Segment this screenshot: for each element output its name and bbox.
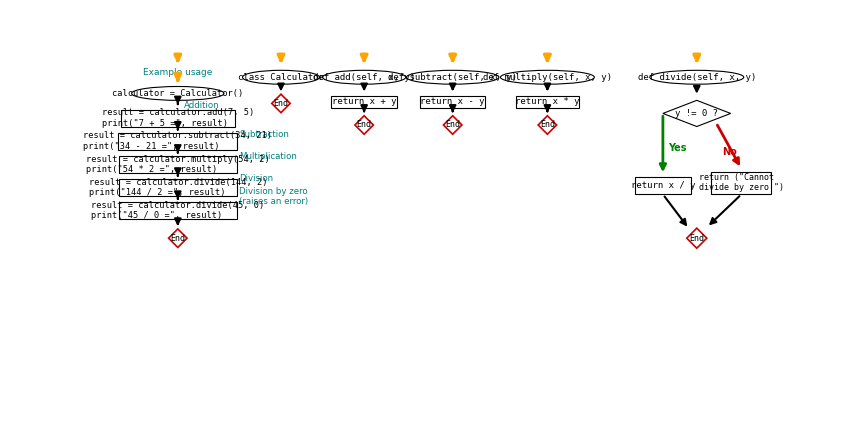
Text: result = calculator.divide(45, 0)
print("45 / 0 =", result): result = calculator.divide(45, 0) print(… — [91, 201, 264, 220]
Text: result = calculator.divide(144, 2)
print("144 / 2 =", result): result = calculator.divide(144, 2) print… — [89, 178, 267, 197]
Polygon shape — [444, 116, 462, 134]
Polygon shape — [663, 100, 731, 127]
Text: result = calculator.multiply(54, 2)
print("54 * 2 =", result): result = calculator.multiply(54, 2) prin… — [86, 155, 269, 174]
FancyBboxPatch shape — [118, 202, 237, 219]
Text: result = calculator.add(7, 5)
print("7 + 5 =", result): result = calculator.add(7, 5) print("7 +… — [102, 108, 254, 128]
Text: Multiplication: Multiplication — [239, 152, 297, 161]
Text: Division by zero
(raises an error): Division by zero (raises an error) — [239, 187, 308, 206]
Text: Division: Division — [239, 175, 274, 184]
Text: def multiply(self, x, y): def multiply(self, x, y) — [483, 73, 612, 82]
Text: class Calculator: class Calculator — [238, 73, 324, 82]
FancyBboxPatch shape — [516, 96, 579, 108]
Text: Subtraction: Subtraction — [239, 130, 289, 139]
Polygon shape — [168, 229, 187, 248]
Ellipse shape — [243, 70, 319, 84]
Text: End: End — [690, 234, 704, 243]
Text: result = calculator.subtract(34, 21)
print("34 - 21 =", result): result = calculator.subtract(34, 21) pri… — [84, 131, 273, 151]
Text: def subtract(self, x, y): def subtract(self, x, y) — [388, 73, 517, 82]
FancyBboxPatch shape — [711, 172, 772, 194]
FancyBboxPatch shape — [118, 133, 237, 149]
Text: return ("Cannot
divide by zero."): return ("Cannot divide by zero.") — [699, 173, 784, 192]
Text: Example usage: Example usage — [143, 68, 212, 77]
Ellipse shape — [131, 86, 224, 100]
Polygon shape — [539, 116, 557, 134]
Polygon shape — [355, 116, 374, 134]
FancyBboxPatch shape — [119, 156, 236, 173]
FancyBboxPatch shape — [331, 96, 397, 108]
Text: Yes: Yes — [668, 143, 687, 153]
FancyBboxPatch shape — [121, 110, 235, 127]
Text: return x - y: return x - y — [420, 97, 485, 106]
Text: calculator = Calculator(): calculator = Calculator() — [112, 89, 243, 98]
Text: End: End — [445, 121, 460, 130]
Text: return x + y: return x + y — [332, 97, 396, 106]
Polygon shape — [272, 94, 290, 113]
Text: No: No — [722, 147, 737, 157]
Ellipse shape — [323, 70, 406, 84]
Ellipse shape — [650, 70, 744, 84]
Text: return x * y: return x * y — [515, 97, 580, 106]
Ellipse shape — [501, 70, 595, 84]
Text: return x / y: return x / y — [631, 181, 695, 191]
Ellipse shape — [406, 70, 499, 84]
Text: End: End — [274, 99, 288, 108]
Text: End: End — [356, 121, 372, 130]
Text: End: End — [170, 234, 186, 243]
Polygon shape — [687, 228, 707, 248]
Text: def divide(self, x, y): def divide(self, x, y) — [638, 73, 756, 82]
Text: def add(self, x, y): def add(self, x, y) — [313, 73, 415, 82]
Text: Addition: Addition — [184, 101, 219, 110]
Text: End: End — [540, 121, 555, 130]
FancyBboxPatch shape — [420, 96, 485, 108]
FancyBboxPatch shape — [635, 178, 690, 194]
Text: y != 0 ?: y != 0 ? — [675, 109, 718, 118]
FancyBboxPatch shape — [118, 179, 237, 196]
